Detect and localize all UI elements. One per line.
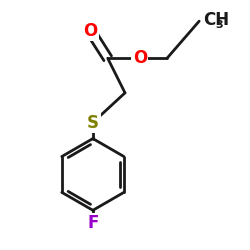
Text: O: O	[133, 49, 147, 67]
Text: F: F	[87, 214, 99, 232]
Text: O: O	[83, 22, 98, 40]
Text: CH: CH	[203, 11, 229, 29]
Text: 3: 3	[216, 20, 223, 30]
Text: S: S	[87, 114, 99, 132]
